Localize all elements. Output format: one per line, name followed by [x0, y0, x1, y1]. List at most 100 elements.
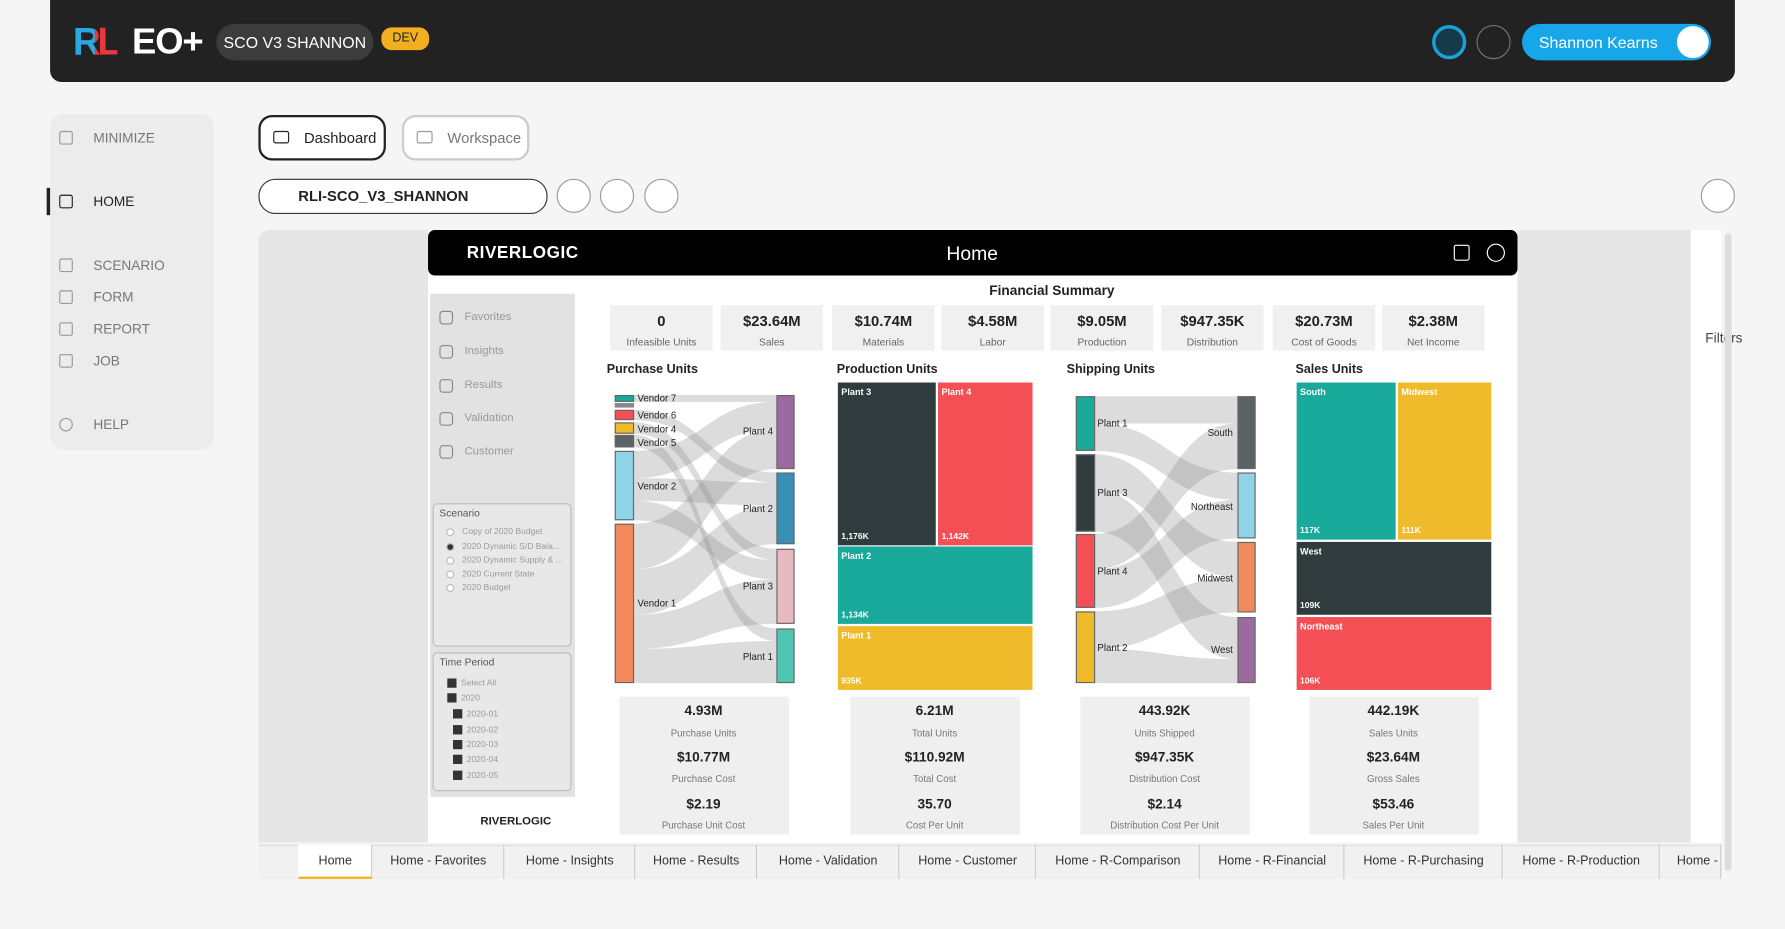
- sankey-flow: [1093, 423, 1238, 500]
- page-tab[interactable]: [1344, 844, 1503, 879]
- kpi-label: Labor: [979, 336, 1006, 348]
- radio[interactable]: [446, 542, 455, 551]
- report-nav-icon[interactable]: [439, 445, 454, 459]
- page-tab[interactable]: [1036, 844, 1200, 879]
- sankey-label: Vendor 7: [637, 392, 677, 404]
- report-nav-icon[interactable]: [439, 412, 454, 426]
- stat-value: 442.19K: [1367, 702, 1420, 719]
- report-nav-item: Favorites: [464, 310, 512, 324]
- report-nav-icon[interactable]: [439, 379, 454, 393]
- back-icon[interactable]: [1486, 243, 1505, 262]
- page-tab[interactable]: [1660, 844, 1722, 879]
- kpi-card: [1050, 305, 1154, 351]
- nav-button[interactable]: [644, 178, 679, 213]
- sankey-node: [614, 403, 635, 408]
- report-brand: RIVERLOGIC: [466, 243, 579, 263]
- time-option: 2020-05: [466, 769, 499, 781]
- page-tab[interactable]: [504, 844, 636, 879]
- stat-label: Total Cost: [913, 772, 957, 785]
- report-nav-icon[interactable]: [439, 344, 454, 359]
- checkbox[interactable]: [453, 754, 463, 764]
- page-tab-label: Home - R-Purchasing: [1363, 854, 1484, 869]
- kpi-label: Materials: [862, 336, 905, 348]
- sankey-label: Plant 4: [742, 425, 773, 437]
- sankey-flow: [1093, 577, 1238, 649]
- panel-title: Purchase Units: [606, 362, 698, 377]
- kpi-label: Cost of Goods: [1291, 336, 1357, 348]
- report-nav-item: Validation: [464, 412, 514, 425]
- kpi-value: $10.74M: [854, 312, 913, 330]
- tab-icon: [416, 130, 433, 144]
- sidebar-icon: [59, 130, 73, 145]
- sankey-node: [1237, 541, 1256, 613]
- section-title: Financial Summary: [989, 282, 1115, 299]
- tile-value: 1,142K: [941, 530, 969, 542]
- notifications-button[interactable]: [1476, 25, 1511, 60]
- page-tab-label: Home - R-Financial: [1218, 854, 1327, 869]
- stat-value: $10.77M: [676, 749, 731, 766]
- time-slicer: [432, 652, 572, 792]
- page-tab[interactable]: [757, 844, 900, 879]
- stat-value: 443.92K: [1138, 702, 1191, 719]
- sankey-node: [1237, 472, 1256, 539]
- sankey-node: [776, 472, 795, 545]
- checkbox[interactable]: [447, 678, 457, 688]
- tile-name: Midwest: [1401, 387, 1438, 398]
- page-tab[interactable]: [298, 844, 373, 879]
- active-indicator: [46, 187, 51, 216]
- sankey-node: [776, 548, 795, 624]
- scenario-slicer: [432, 503, 572, 647]
- sankey-label: Plant 1: [1097, 417, 1128, 429]
- radio[interactable]: [446, 556, 455, 565]
- stat-value: $53.46: [1372, 795, 1415, 812]
- page-tab[interactable]: [1200, 844, 1345, 879]
- sankey-flow: [1093, 648, 1238, 684]
- checkbox[interactable]: [453, 740, 463, 750]
- kpi-value: $947.35K: [1180, 312, 1245, 330]
- radio[interactable]: [446, 527, 455, 536]
- sankey-label: Northeast: [1190, 500, 1233, 513]
- sankey-flow: [634, 640, 777, 684]
- sankey-label: Vendor 4: [637, 423, 677, 435]
- home-icon[interactable]: [1453, 244, 1470, 261]
- nav-button[interactable]: [599, 178, 635, 213]
- checkbox[interactable]: [447, 693, 457, 703]
- page-tab[interactable]: [1503, 844, 1660, 879]
- page-tab[interactable]: [372, 844, 505, 879]
- sankey-label: Plant 2: [742, 502, 773, 515]
- scenario-option: 2020 Dynamic S/D Bala...: [462, 541, 560, 552]
- report-nav-icon[interactable]: [439, 310, 454, 325]
- stat-label: Total Units: [912, 727, 958, 739]
- radio[interactable]: [446, 569, 455, 578]
- treemap-tile: [1296, 541, 1492, 615]
- treemap-tile: [1296, 617, 1492, 690]
- report-select[interactable]: [258, 178, 548, 215]
- page-tab[interactable]: [635, 844, 758, 879]
- sankey-label: West: [1210, 644, 1233, 656]
- view-tab[interactable]: [401, 114, 530, 161]
- checkbox[interactable]: [453, 709, 463, 719]
- sankey-label: Vendor 1: [637, 597, 677, 609]
- tile-name: Plant 2: [841, 551, 872, 562]
- stats-card: [1080, 696, 1250, 835]
- tile-name: Northeast: [1300, 621, 1343, 632]
- power-button[interactable]: [1432, 25, 1467, 60]
- logo: RL: [72, 20, 121, 64]
- checkbox[interactable]: [453, 725, 463, 735]
- page-tabs-bar: [258, 844, 1722, 879]
- sankey-node: [1075, 533, 1096, 608]
- page-tab[interactable]: [899, 844, 1036, 879]
- kpi-value: $20.73M: [1295, 312, 1353, 330]
- radio[interactable]: [446, 583, 455, 592]
- sidebar-item: JOB: [93, 352, 120, 369]
- checkbox[interactable]: [453, 770, 463, 780]
- stat-label: Purchase Unit Cost: [661, 819, 746, 831]
- nav-button[interactable]: [556, 178, 591, 213]
- sankey-node: [1075, 611, 1096, 684]
- page-tab-label: Home - Customer: [918, 854, 1018, 869]
- view-tab[interactable]: [258, 114, 386, 161]
- sankey-label: Plant 1: [742, 650, 773, 663]
- kpi-card: [1272, 305, 1376, 351]
- sankey-flow: [634, 500, 777, 580]
- nav-button[interactable]: [1700, 178, 1735, 213]
